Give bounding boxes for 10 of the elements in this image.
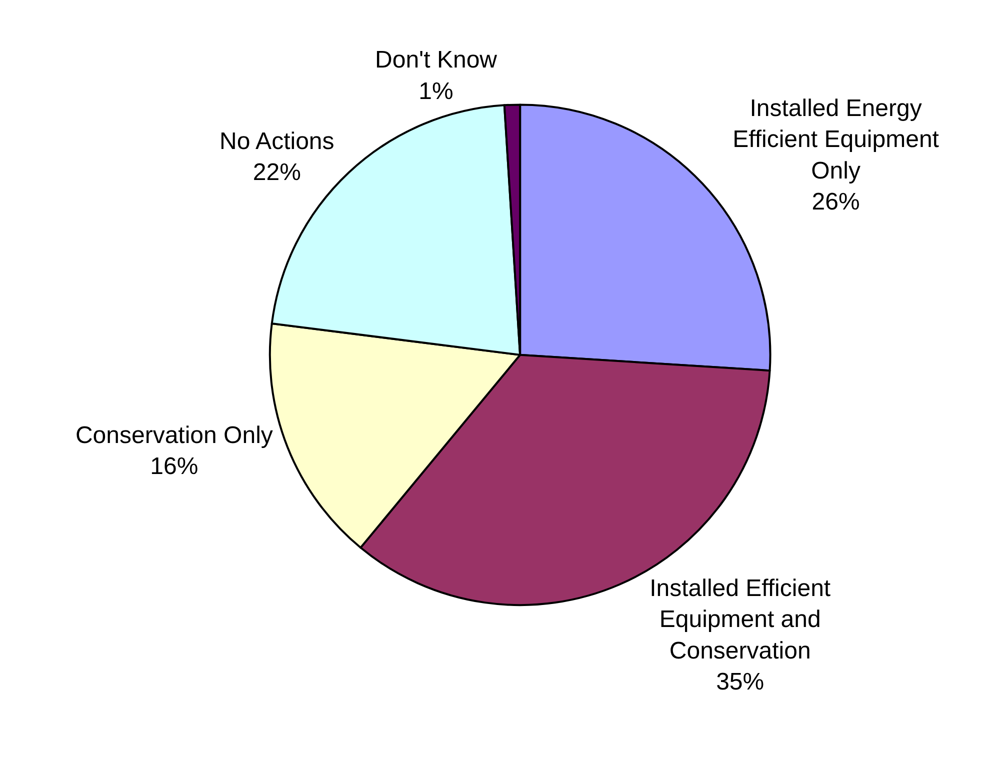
slice-label: Conservation Only [75,422,273,449]
slice-label: Don't Know [375,46,498,74]
data-label: 26% [812,188,860,216]
slice-label: Installed Energy Efficient Equipment Only [732,95,940,184]
data-label: 16% [150,453,198,480]
slice-label: Installed Efficient Equipment and Conservation [650,574,831,664]
data-label: 22% [252,159,301,186]
data-label: 35% [716,668,764,696]
data-label: 1% [418,78,454,105]
slice-label: No Actions [220,128,334,155]
